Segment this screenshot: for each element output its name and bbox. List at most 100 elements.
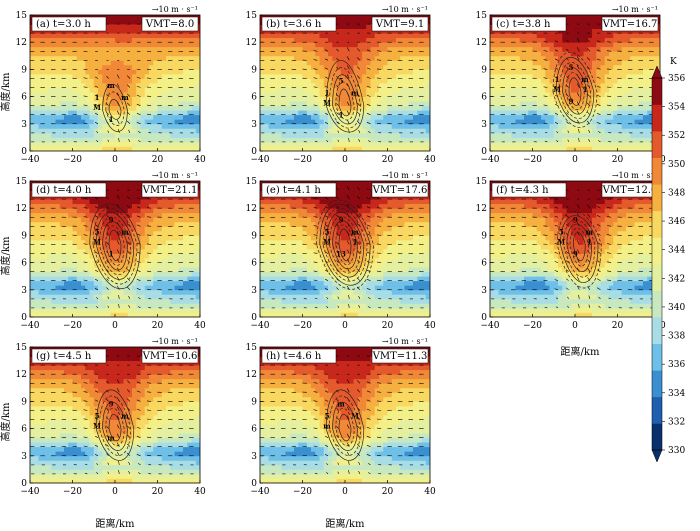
heatmap-cell <box>76 83 82 88</box>
heatmap-cell <box>281 128 286 134</box>
wind-vector <box>324 49 329 52</box>
heatmap-cell <box>264 110 269 116</box>
heatmap-cell <box>366 110 371 116</box>
heatmap-cell <box>494 119 499 125</box>
heatmap-cell <box>34 96 39 102</box>
heatmap-cell <box>494 101 499 107</box>
heatmap-cell <box>592 37 597 43</box>
heatmap-cell <box>260 69 265 75</box>
heatmap-cell <box>370 55 376 61</box>
heatmap-cell <box>391 37 397 43</box>
heatmap-cell <box>404 60 410 66</box>
heatmap-cell <box>332 119 337 125</box>
heatmap-cell <box>106 42 112 48</box>
heatmap-cell <box>149 119 154 125</box>
heatmap-cell <box>541 73 546 79</box>
vmt-text: VMT=8.0 <box>145 19 194 30</box>
heatmap-cell <box>81 123 86 129</box>
heatmap-cell <box>638 96 644 102</box>
heatmap-cell <box>30 312 35 317</box>
heatmap-cell <box>98 96 103 102</box>
heatmap-cell <box>370 46 376 52</box>
heatmap-cell <box>59 60 65 66</box>
heatmap-cell <box>85 42 90 48</box>
heatmap-cell <box>157 64 163 70</box>
heatmap-cell <box>38 312 44 317</box>
heatmap-cell <box>68 128 73 134</box>
heatmap-cell <box>85 298 90 304</box>
heatmap-cell <box>123 105 129 111</box>
contour-line <box>105 91 125 126</box>
heatmap-cell <box>123 33 129 39</box>
heatmap-cell <box>132 15 137 20</box>
wind-vector <box>366 103 371 106</box>
heatmap-cell <box>396 132 401 138</box>
heatmap-cell <box>417 73 422 79</box>
heatmap-cell <box>140 137 146 143</box>
heatmap-cell <box>532 101 538 107</box>
heatmap-cell <box>183 114 188 120</box>
heatmap-cell <box>149 137 154 143</box>
heatmap-cell <box>558 105 563 111</box>
heatmap-cell <box>396 141 401 147</box>
heatmap-cell <box>524 101 529 107</box>
heatmap-cell <box>106 137 112 143</box>
heatmap-cell <box>115 119 120 125</box>
heatmap-cell <box>634 37 640 43</box>
wind-vector <box>337 139 339 143</box>
heatmap-cell <box>570 83 576 88</box>
heatmap-cell <box>106 64 112 70</box>
heatmap-cell <box>115 33 120 39</box>
heatmap-cell <box>285 123 291 129</box>
heatmap-cell <box>178 137 184 143</box>
heatmap-cell <box>98 203 103 209</box>
heatmap-cell <box>264 105 269 111</box>
heatmap-cell <box>634 60 640 66</box>
heatmap-cell <box>374 137 380 143</box>
wind-vector <box>116 74 120 79</box>
heatmap-cell <box>323 83 329 88</box>
heatmap-cell <box>119 15 124 20</box>
heatmap-cell <box>85 294 90 300</box>
heatmap-cell <box>396 73 401 79</box>
heatmap-cell <box>42 239 48 245</box>
heatmap-cell <box>115 123 120 129</box>
heatmap-cell <box>42 262 48 268</box>
heatmap-cell <box>592 60 597 66</box>
heatmap-cell <box>144 110 150 116</box>
wind-vector <box>146 123 152 125</box>
heatmap-cell <box>161 114 167 120</box>
heatmap-cell <box>515 46 521 52</box>
heatmap-cell <box>64 128 69 134</box>
heatmap-cell <box>30 146 35 151</box>
heatmap-cell <box>511 83 516 88</box>
heatmap-cell <box>183 51 188 57</box>
heatmap-cell <box>195 73 200 79</box>
heatmap-cell <box>102 221 107 227</box>
heatmap-cell <box>55 294 61 300</box>
heatmap-cell <box>357 128 363 134</box>
heatmap-cell <box>264 119 269 125</box>
heatmap-cell <box>89 73 95 79</box>
heatmap-cell <box>110 24 116 29</box>
wind-vector <box>356 102 361 106</box>
heatmap-cell <box>630 78 635 84</box>
heatmap-cell <box>604 73 610 79</box>
heatmap-cell <box>613 137 618 143</box>
heatmap-cell <box>294 146 299 151</box>
heatmap-cell <box>600 123 606 129</box>
y-tick-label: 15 <box>16 11 28 21</box>
heatmap-cell <box>166 37 171 43</box>
heatmap-cell <box>336 64 342 70</box>
heatmap-cell <box>408 114 414 120</box>
heatmap-cell <box>106 294 112 300</box>
heatmap-cell <box>38 55 44 61</box>
heatmap-cell <box>370 141 376 147</box>
heatmap-cell <box>81 114 86 120</box>
heatmap-cell <box>515 114 521 120</box>
heatmap-cell <box>51 101 56 107</box>
heatmap-cell <box>575 83 580 88</box>
heatmap-cell <box>183 119 188 125</box>
heatmap-cell <box>396 83 401 88</box>
